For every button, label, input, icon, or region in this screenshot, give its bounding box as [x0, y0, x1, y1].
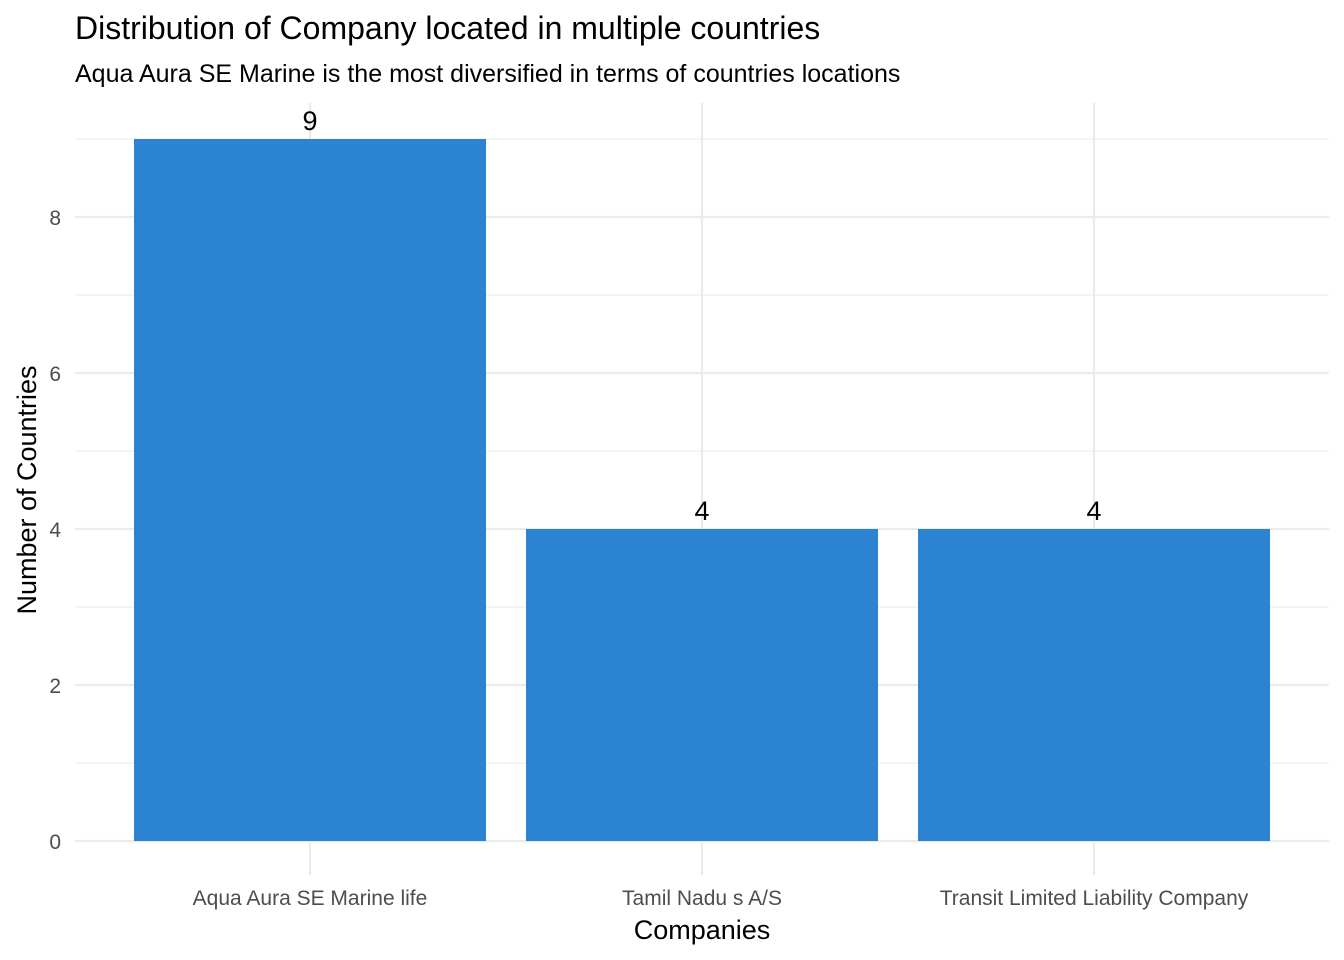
- bar-value-label: 9: [302, 106, 317, 136]
- bar-value-label: 4: [1086, 496, 1101, 526]
- chart-title: Distribution of Company located in multi…: [75, 10, 820, 46]
- bars: [134, 139, 1270, 841]
- y-tick-label: 4: [49, 519, 61, 542]
- y-axis-title: Number of Countries: [12, 365, 42, 614]
- bar-value-label: 4: [694, 496, 709, 526]
- data-labels: 9 4 4: [302, 106, 1101, 526]
- bar: [918, 529, 1270, 841]
- y-axis-ticks: 0 2 4 6 8: [49, 207, 61, 854]
- y-tick-label: 8: [49, 207, 61, 230]
- x-tick-label: Tamil Nadu s A/S: [622, 887, 782, 910]
- y-tick-label: 2: [49, 675, 61, 698]
- bar: [134, 139, 486, 841]
- x-tick-label: Aqua Aura SE Marine life: [193, 887, 428, 910]
- y-tick-label: 6: [49, 363, 61, 386]
- x-axis-ticks: Aqua Aura SE Marine life Tamil Nadu s A/S…: [193, 887, 1249, 910]
- y-tick-label: 0: [49, 831, 61, 854]
- chart-subtitle: Aqua Aura SE Marine is the most diversif…: [75, 60, 900, 88]
- bar: [526, 529, 878, 841]
- x-axis-title: Companies: [634, 915, 771, 945]
- x-tick-label: Transit Limited Liability Company: [940, 887, 1249, 910]
